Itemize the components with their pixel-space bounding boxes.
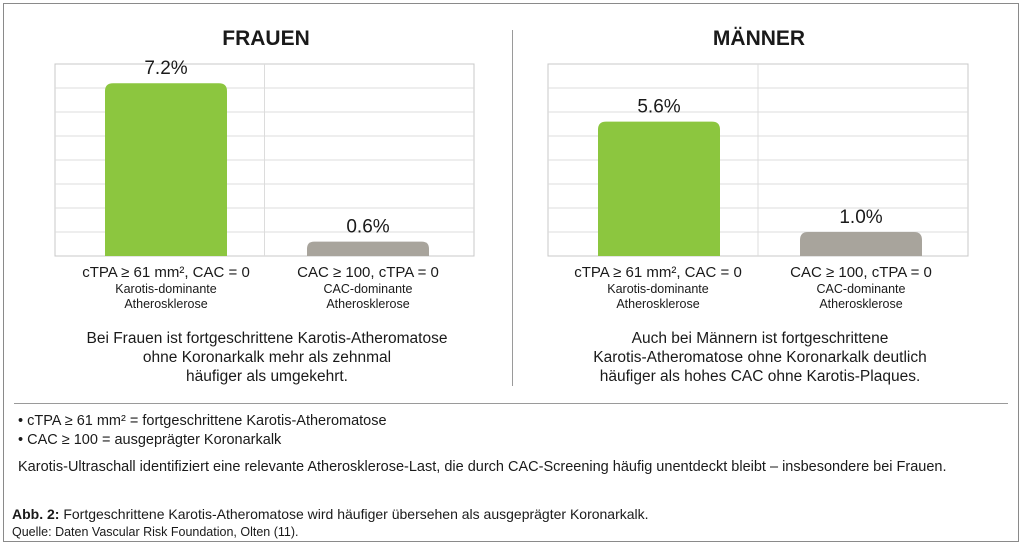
section-divider bbox=[14, 403, 1008, 404]
panel-title-frauen: FRAUEN bbox=[222, 27, 310, 50]
category-sub-2: Atherosklerose bbox=[124, 297, 208, 311]
description-line: häufiger als hohes CAC ohne Karotis-Plaq… bbox=[599, 368, 921, 385]
category-sub-1: Karotis-dominante bbox=[607, 282, 709, 296]
panel-divider bbox=[512, 30, 513, 386]
description-line: häufiger als umgekehrt. bbox=[186, 368, 348, 385]
category-main: cTPA ≥ 61 mm², CAC = 0 bbox=[574, 264, 742, 281]
category-main: CAC ≥ 100, cTPA = 0 bbox=[790, 264, 932, 281]
note-cac: • CAC ≥ 100 = ausgeprägter Koronarkalk bbox=[18, 432, 282, 448]
panel-description-maenner: Auch bei Männern ist fortgeschrittene Ka… bbox=[530, 329, 990, 386]
figure-source: Quelle: Daten Vascular Risk Foundation, … bbox=[12, 525, 299, 539]
bar bbox=[800, 232, 922, 256]
data-label: 1.0% bbox=[839, 207, 882, 228]
figure-caption: Abb. 2: Fortgeschrittene Karotis-Atherom… bbox=[12, 506, 649, 522]
category-sub-1: CAC-dominante bbox=[323, 282, 413, 296]
caption-text: Fortgeschrittene Karotis-Atheromatose wi… bbox=[59, 506, 649, 522]
category-sub-2: Atherosklerose bbox=[616, 297, 700, 311]
category-label-frauen-1: cTPA ≥ 61 mm², CAC = 0 Karotis-dominante… bbox=[56, 263, 276, 312]
category-label-maenner-2: CAC ≥ 100, cTPA = 0 CAC-dominante Athero… bbox=[751, 263, 971, 312]
category-label-maenner-1: cTPA ≥ 61 mm², CAC = 0 Karotis-dominante… bbox=[548, 263, 768, 312]
category-sub-2: Atherosklerose bbox=[819, 297, 903, 311]
bar bbox=[105, 83, 227, 256]
category-main: CAC ≥ 100, cTPA = 0 bbox=[297, 264, 439, 281]
description-line: Karotis-Atheromatose ohne Koronarkalk de… bbox=[593, 349, 927, 366]
category-sub-1: Karotis-dominante bbox=[115, 282, 217, 296]
data-label: 0.6% bbox=[346, 217, 389, 238]
panel-title-maenner: MÄNNER bbox=[712, 27, 806, 50]
note-ctpa: • cTPA ≥ 61 mm² = fortgeschrittene Karot… bbox=[18, 413, 387, 429]
category-label-frauen-2: CAC ≥ 100, cTPA = 0 CAC-dominante Athero… bbox=[258, 263, 478, 312]
data-label: 7.2% bbox=[144, 58, 187, 79]
caption-label: Abb. 2: bbox=[12, 506, 60, 522]
bar bbox=[598, 121, 720, 256]
data-label: 5.6% bbox=[637, 97, 680, 118]
bar bbox=[307, 241, 429, 256]
description-line: ohne Koronarkalk mehr als zehnmal bbox=[142, 349, 392, 366]
category-sub-2: Atherosklerose bbox=[326, 297, 410, 311]
description-line: Bei Frauen ist fortgeschrittene Karotis-… bbox=[86, 330, 448, 347]
panel-description-frauen: Bei Frauen ist fortgeschrittene Karotis-… bbox=[37, 329, 497, 386]
legend-notes: • cTPA ≥ 61 mm² = fortgeschrittene Karot… bbox=[18, 412, 387, 450]
figure-frame bbox=[3, 3, 1019, 542]
category-main: cTPA ≥ 61 mm², CAC = 0 bbox=[82, 264, 250, 281]
category-sub-1: CAC-dominante bbox=[816, 282, 906, 296]
description-line: Auch bei Männern ist fortgeschrittene bbox=[631, 330, 889, 347]
summary-text: Karotis-Ultraschall identifiziert eine r… bbox=[18, 459, 947, 475]
